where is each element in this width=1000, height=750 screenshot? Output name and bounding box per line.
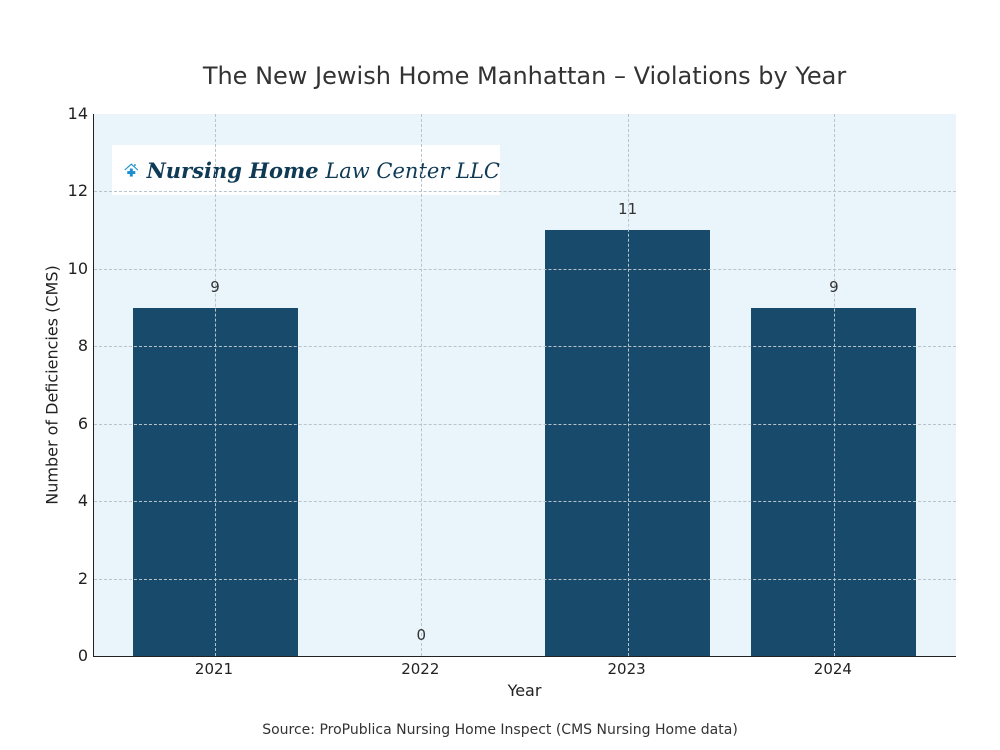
bar-value-label: 9 [210,277,220,296]
logo-bold-text: Nursing Home [146,157,319,183]
gridline-v [215,114,216,656]
logo-watermark: Nursing Home Law Center LLC [112,145,500,195]
y-tick-label: 2 [77,568,88,588]
y-tick-label: 14 [67,104,88,123]
y-tick-label: 4 [77,491,88,511]
gridline-h [94,423,956,425]
y-tick-label: 0 [77,646,88,665]
y-axis-label: Number of Deficiencies (CMS) [42,265,62,505]
gridline-h [94,578,956,580]
gridline-h [94,268,956,270]
plot-area: Nursing Home Law Center LLC 9 0 11 9 [93,114,956,657]
bar-value-label: 11 [618,200,638,219]
gridline-h [94,501,956,503]
y-tick-label: 12 [67,181,88,201]
y-tick-label: 6 [77,413,88,433]
gridline-h [94,191,956,193]
bar-value-label: 0 [416,626,427,644]
logo-text: Nursing Home Law Center LLC [147,158,500,183]
gridline-h [94,346,956,348]
chart-title: The New Jewish Home Manhattan – Violatio… [202,62,847,90]
gridline-v [833,114,835,656]
gridline-v [627,114,629,656]
logo-regular-text: Law Center LLC [325,158,500,183]
x-tick-label: 2021 [194,660,234,678]
x-tick-label: 2023 [607,660,646,678]
house-cross-icon [124,163,139,177]
bar-value-label: 9 [829,277,839,296]
y-tick-label: 8 [77,336,88,356]
x-tick-label: 2024 [813,660,852,678]
x-axis-label: Year [507,681,542,700]
x-tick-label: 2022 [401,660,440,678]
y-tick-label: 10 [67,258,88,278]
gridline-v [421,114,423,656]
source-note: Source: ProPublica Nursing Home Inspect … [262,722,738,738]
